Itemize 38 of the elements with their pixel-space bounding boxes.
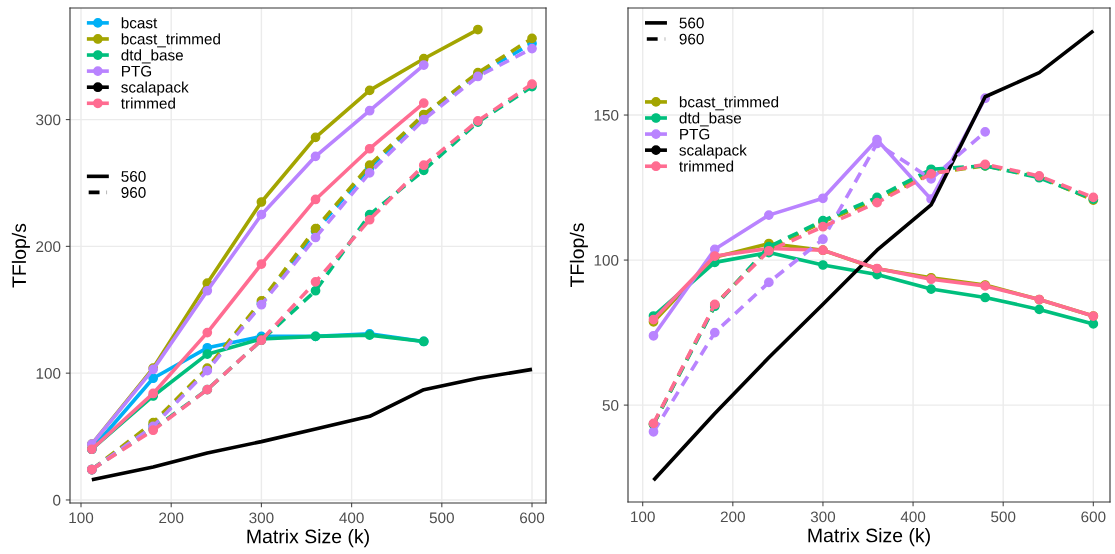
legend-label: trimmed [679, 160, 734, 172]
legend-label: bcast_trimmed [679, 96, 779, 111]
legend-label: scalapack [679, 144, 747, 159]
x-tick-label: 600 [1081, 511, 1106, 523]
y-tick-label: 100 [594, 254, 619, 266]
x-tick-label: 500 [991, 511, 1016, 523]
x-tick-label: 400 [339, 512, 364, 524]
x-tick-label: 100 [69, 512, 94, 524]
legend-label: dtd_base [121, 49, 183, 64]
y-tick-label: 300 [36, 114, 61, 126]
legend-label: trimmed [121, 97, 175, 109]
x-axis-title: Matrix Size (k) [247, 529, 369, 548]
x-tick-label: 300 [249, 512, 274, 524]
x-tick-label: 300 [810, 511, 836, 523]
annotation: 560 [679, 17, 704, 29]
x-tick-label: 200 [720, 511, 745, 523]
x-tick-label: 100 [631, 511, 655, 523]
y-tick-label: 100 [36, 368, 61, 379]
y-tick-label: 200 [36, 241, 61, 253]
y-axis-title: TFlop/s [569, 223, 588, 287]
legend-label: dtd_base [679, 112, 742, 127]
x-tick-label: 400 [900, 511, 926, 523]
annotation: 960 [121, 187, 146, 198]
legend-label: bcast [121, 17, 158, 29]
x-axis-title: Matrix Size (k) [808, 528, 930, 547]
x-tick-label: 500 [429, 512, 454, 524]
y-tick-label: 150 [594, 109, 619, 121]
annotation: 560 [121, 171, 146, 182]
y-tick-label: 0 [53, 494, 61, 506]
legend-label: bcast_trimmed [121, 33, 220, 48]
legend-label: PTG [680, 128, 710, 140]
legend-label: PTG [122, 65, 152, 77]
x-tick-label: 200 [159, 512, 184, 524]
y-axis-title: TFlop/s [11, 223, 30, 288]
annotation: 960 [679, 33, 704, 45]
x-tick-label: 600 [520, 512, 545, 524]
y-tick-label: 50 [602, 399, 619, 411]
legend-label: scalapack [121, 81, 189, 96]
